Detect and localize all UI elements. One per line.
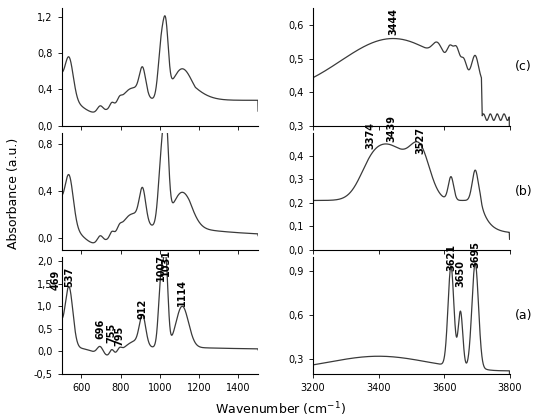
Text: 469: 469: [50, 270, 60, 291]
Text: (a): (a): [515, 309, 532, 322]
Text: 795: 795: [115, 326, 124, 346]
Text: (c): (c): [515, 60, 531, 74]
Text: 3527: 3527: [415, 126, 425, 154]
Text: 912: 912: [138, 299, 147, 319]
Text: 3444: 3444: [388, 8, 398, 35]
Text: 1031: 1031: [161, 249, 171, 276]
Text: 1007: 1007: [156, 254, 166, 281]
Text: Absorbance (a.u.): Absorbance (a.u.): [7, 138, 21, 249]
Text: 3374: 3374: [365, 122, 375, 149]
Text: 3621: 3621: [446, 244, 456, 271]
Text: 3650: 3650: [455, 260, 465, 287]
Text: 537: 537: [64, 267, 74, 287]
Text: 3439: 3439: [386, 115, 396, 142]
Text: Wavenumber (cm$^{-1}$): Wavenumber (cm$^{-1}$): [214, 400, 346, 418]
Text: 1114: 1114: [178, 279, 187, 306]
Text: 755: 755: [107, 323, 116, 343]
Text: 696: 696: [95, 318, 105, 339]
Text: 3695: 3695: [470, 241, 480, 268]
Text: (b): (b): [515, 185, 532, 197]
